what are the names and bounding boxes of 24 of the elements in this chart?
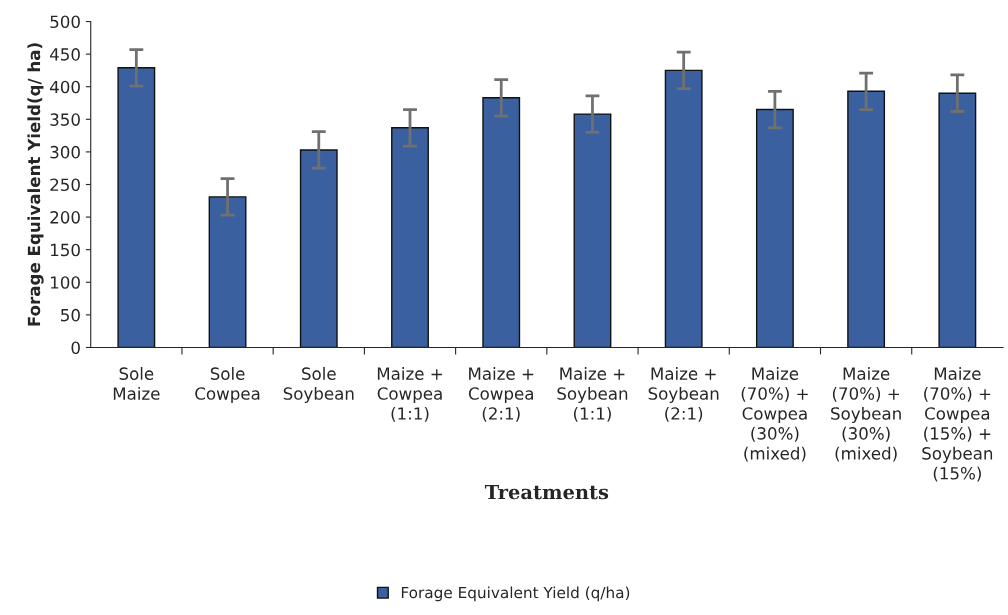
x-tick-label: Maize (70%) + Soybean (30%) (mixed) — [831, 367, 901, 462]
y-tick-label: 250 — [50, 178, 80, 192]
x-tick-label: Sole Maize — [113, 367, 160, 400]
y-tick-label: 100 — [51, 276, 80, 289]
y-tick-label: 500 — [50, 15, 80, 29]
x-axis-title: Treatments — [484, 484, 609, 500]
x-tick-label: Maize (70%) + Cowpea (15%) + Soybean (15%) — [922, 367, 993, 482]
y-tick-label: 200 — [50, 211, 80, 224]
x-tick-label: Maize + Soybean (2:1) — [648, 367, 719, 422]
x-tick-label: Maize + Cowpea (1:1) — [377, 367, 442, 422]
x-tick-label: Maize (70%) + Cowpea (30%) (mixed) — [741, 367, 808, 462]
x-tick-label: Sole Soybean — [283, 367, 354, 404]
x-tick-label: Maize + Cowpea (2:1) — [468, 367, 534, 422]
legend-label: Forage Equivalent Yield (q/ha) — [401, 586, 630, 602]
x-tick-label: Maize + Soybean (1:1) — [557, 367, 628, 422]
y-tick-label: 150 — [51, 243, 80, 257]
y-tick-label: 0 — [71, 341, 80, 355]
y-tick-label: 300 — [50, 145, 80, 159]
x-tick-label: Sole Cowpea — [195, 367, 260, 404]
y-tick-label: 400 — [50, 80, 80, 94]
y-tick-label: 450 — [50, 48, 80, 61]
y-axis-title: Forage Equivalent Yield(q/ ha) — [27, 43, 44, 326]
y-tick-label: 50 — [61, 308, 80, 322]
y-tick-label: 350 — [50, 113, 80, 126]
